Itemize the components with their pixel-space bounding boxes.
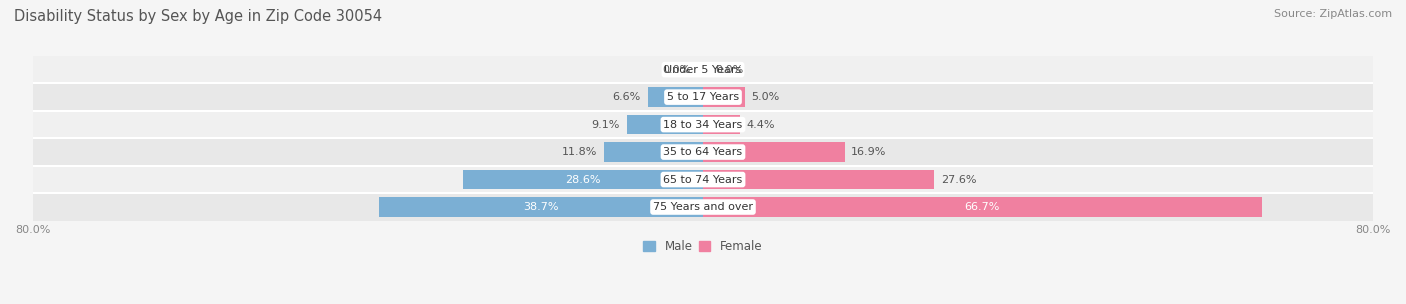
Text: Disability Status by Sex by Age in Zip Code 30054: Disability Status by Sex by Age in Zip C… (14, 9, 382, 24)
Bar (703, 87, 745, 107)
Text: 9.1%: 9.1% (592, 119, 620, 130)
Bar (464, 170, 703, 189)
Bar (703, 142, 845, 162)
Text: 75 Years and over: 75 Years and over (652, 202, 754, 212)
Bar (703, 170, 934, 189)
Text: 65 to 74 Years: 65 to 74 Years (664, 174, 742, 185)
Bar (627, 115, 703, 134)
Text: 5.0%: 5.0% (752, 92, 780, 102)
Text: 0.0%: 0.0% (662, 65, 690, 74)
Text: 4.4%: 4.4% (747, 119, 775, 130)
Bar (648, 87, 703, 107)
Bar (32, 193, 1374, 221)
Text: 66.7%: 66.7% (965, 202, 1000, 212)
Bar (32, 83, 1374, 111)
Text: 5 to 17 Years: 5 to 17 Years (666, 92, 740, 102)
Text: 6.6%: 6.6% (613, 92, 641, 102)
Text: 16.9%: 16.9% (851, 147, 887, 157)
Text: Under 5 Years: Under 5 Years (665, 65, 741, 74)
Text: 38.7%: 38.7% (523, 202, 558, 212)
Text: 28.6%: 28.6% (565, 174, 600, 185)
Text: 0.0%: 0.0% (716, 65, 744, 74)
Legend: Male, Female: Male, Female (644, 240, 762, 253)
Bar (32, 56, 1374, 83)
Bar (32, 138, 1374, 166)
Bar (32, 111, 1374, 138)
Text: Source: ZipAtlas.com: Source: ZipAtlas.com (1274, 9, 1392, 19)
Bar (703, 115, 740, 134)
Bar (605, 142, 703, 162)
Bar (32, 166, 1374, 193)
Bar (703, 197, 1261, 217)
Text: 35 to 64 Years: 35 to 64 Years (664, 147, 742, 157)
Text: 18 to 34 Years: 18 to 34 Years (664, 119, 742, 130)
Text: 27.6%: 27.6% (941, 174, 976, 185)
Bar (378, 197, 703, 217)
Text: 11.8%: 11.8% (562, 147, 598, 157)
